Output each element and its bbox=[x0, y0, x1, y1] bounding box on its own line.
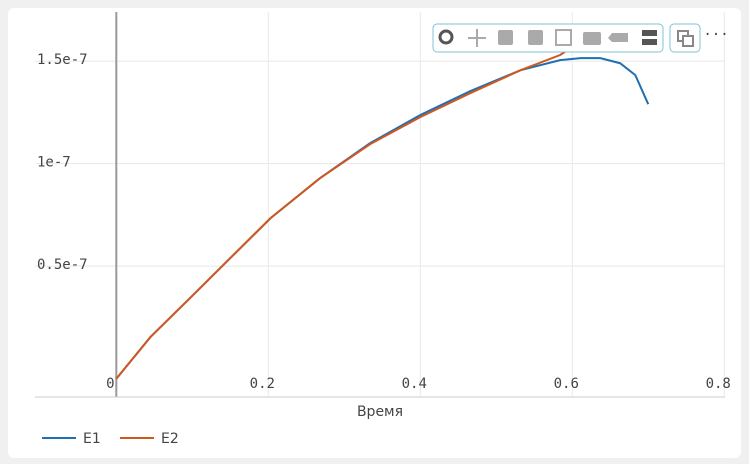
legend-label: E2 bbox=[161, 431, 179, 447]
x-axis-title: Время bbox=[357, 404, 403, 420]
legend-label: E1 bbox=[83, 431, 101, 447]
modebar: ··· bbox=[432, 23, 729, 53]
more-button[interactable]: ··· bbox=[703, 27, 728, 43]
plot-area: 0 0.2 0.4 0.6 0.8 0.5e-7 1e-7 1.5e-7 bbox=[35, 12, 731, 397]
x-tick-label: 0.4 bbox=[402, 376, 427, 392]
autoscale-button[interactable] bbox=[555, 29, 572, 46]
x-tick-label: 0 bbox=[106, 376, 114, 392]
y-tick-label: 1e-7 bbox=[37, 155, 71, 171]
line-series bbox=[115, 50, 567, 380]
legend: E1 E2 bbox=[42, 431, 179, 447]
x-tick-label: 0.6 bbox=[554, 376, 579, 392]
x-tick-label: 0.2 bbox=[250, 376, 275, 392]
zoom-in-button[interactable] bbox=[498, 30, 513, 45]
hover-compare-button[interactable] bbox=[642, 30, 657, 45]
modebar-frame bbox=[432, 23, 664, 53]
hover-closest-button[interactable] bbox=[608, 33, 628, 42]
card bbox=[8, 8, 741, 458]
y-tick-label: 1.5e-7 bbox=[37, 52, 88, 68]
zoom-button[interactable] bbox=[438, 29, 454, 45]
zoom-out-button[interactable] bbox=[528, 30, 543, 45]
y-tick-label: 0.5e-7 bbox=[37, 257, 88, 273]
toggle-button-back bbox=[682, 35, 694, 47]
x-tick-label: 0.8 bbox=[706, 376, 731, 392]
pan-button[interactable] bbox=[468, 29, 486, 47]
download-button[interactable] bbox=[583, 32, 601, 45]
